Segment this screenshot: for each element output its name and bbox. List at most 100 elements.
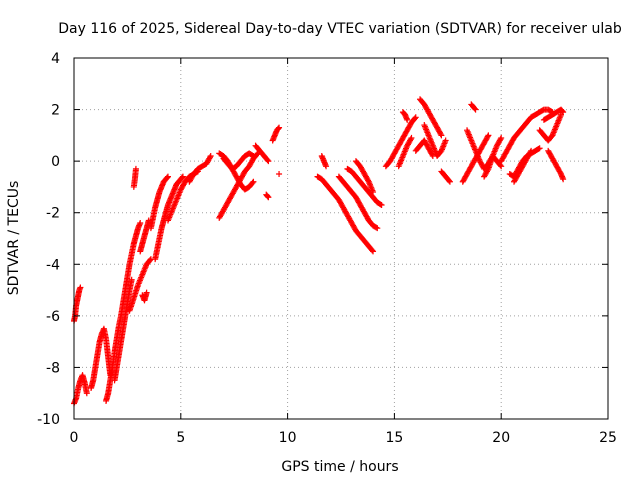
x-tick-label: 20 bbox=[492, 430, 510, 446]
series-arc-i5 bbox=[545, 147, 567, 183]
x-axis-label: GPS time / hours bbox=[281, 459, 398, 475]
data-point bbox=[276, 171, 283, 178]
data-point bbox=[249, 179, 256, 186]
data-point bbox=[83, 390, 90, 397]
data-point bbox=[275, 125, 282, 132]
data-point bbox=[472, 106, 479, 113]
y-tick-label: -2 bbox=[46, 206, 60, 222]
data-point bbox=[407, 136, 414, 143]
x-tick-label: 0 bbox=[70, 430, 79, 446]
data-point bbox=[206, 154, 213, 161]
series-arc-e7 bbox=[276, 171, 283, 178]
data-point bbox=[128, 276, 135, 283]
data-point bbox=[143, 289, 150, 296]
data-point bbox=[370, 248, 377, 255]
data-point bbox=[484, 133, 491, 140]
series-arc-g7 bbox=[438, 168, 453, 185]
data-point bbox=[164, 174, 171, 181]
data-point bbox=[498, 134, 505, 141]
data-point bbox=[249, 152, 256, 159]
x-tick-label: 5 bbox=[176, 430, 185, 446]
x-tick-label: 25 bbox=[599, 430, 617, 446]
data-point bbox=[370, 189, 377, 196]
data-point bbox=[442, 137, 449, 144]
series-arc-g2 bbox=[395, 134, 415, 170]
series-arc-i3 bbox=[511, 147, 535, 185]
data-point bbox=[164, 173, 171, 180]
data-point bbox=[527, 149, 534, 156]
data-point bbox=[265, 194, 272, 201]
data-point bbox=[497, 162, 504, 169]
y-tick-label: 4 bbox=[51, 51, 60, 67]
series-arc-g5 bbox=[421, 122, 449, 159]
series-arc-i1 bbox=[498, 106, 556, 165]
data-point bbox=[250, 178, 257, 185]
data-point bbox=[560, 176, 567, 183]
data-point bbox=[374, 225, 381, 232]
data-point bbox=[132, 165, 139, 172]
data-point bbox=[369, 247, 376, 254]
data-point bbox=[429, 151, 436, 158]
y-axis-ticks: -10 -8 -6 -4 -2 0 2 4 bbox=[37, 51, 608, 428]
series-arc-g4 bbox=[417, 96, 445, 139]
y-tick-label: -8 bbox=[46, 360, 60, 376]
data-point bbox=[147, 257, 154, 264]
series-arc-c1 bbox=[126, 256, 154, 314]
data-point bbox=[411, 115, 418, 122]
data-point bbox=[207, 152, 214, 159]
data-point bbox=[437, 131, 444, 138]
series-arc-e3 bbox=[220, 150, 257, 172]
data-points bbox=[71, 96, 567, 407]
x-axis-ticks: 0 5 10 15 20 25 bbox=[70, 58, 617, 446]
y-tick-label: -6 bbox=[46, 309, 60, 325]
data-point bbox=[485, 132, 492, 139]
series-arc-g3 bbox=[399, 109, 411, 123]
series-arc-c3 bbox=[137, 217, 152, 255]
data-point bbox=[446, 177, 453, 184]
series-arc-c4 bbox=[139, 289, 150, 304]
data-point bbox=[137, 220, 144, 227]
data-point bbox=[404, 116, 411, 123]
data-point bbox=[438, 132, 445, 139]
series-arc-c2 bbox=[130, 165, 139, 190]
data-point bbox=[408, 134, 415, 141]
data-point bbox=[559, 108, 566, 115]
data-point bbox=[446, 178, 453, 185]
grid-lines bbox=[74, 58, 608, 419]
series-arc-f2 bbox=[318, 152, 330, 170]
series-arc-b3 bbox=[111, 276, 135, 384]
data-point bbox=[264, 157, 271, 164]
series-arc-d1 bbox=[152, 173, 186, 263]
series-arc-i4 bbox=[536, 111, 565, 144]
data-point bbox=[412, 114, 419, 121]
x-tick-label: 10 bbox=[279, 430, 297, 446]
series-arc-d4 bbox=[186, 152, 214, 185]
data-point bbox=[179, 174, 186, 181]
data-point bbox=[377, 201, 384, 208]
x-tick-label: 15 bbox=[385, 430, 403, 446]
chart-title: Day 116 of 2025, Sidereal Day-to-day VTE… bbox=[58, 21, 622, 37]
y-tick-label: 0 bbox=[51, 154, 60, 170]
data-point bbox=[179, 173, 186, 180]
plot-frame bbox=[73, 57, 609, 420]
series-arc-e5 bbox=[263, 191, 272, 201]
data-point bbox=[528, 147, 535, 154]
series-arc-h3 bbox=[468, 101, 479, 113]
series-arc-f4 bbox=[344, 165, 385, 208]
data-point bbox=[365, 177, 372, 184]
data-point bbox=[471, 105, 478, 112]
series-arc-e6 bbox=[269, 124, 283, 144]
data-point bbox=[560, 109, 567, 116]
data-point bbox=[535, 145, 542, 152]
y-tick-label: -10 bbox=[37, 412, 60, 428]
data-point bbox=[378, 201, 385, 208]
data-point bbox=[429, 152, 436, 159]
series-arc-h4 bbox=[481, 134, 505, 180]
series-arc-f1 bbox=[314, 173, 377, 255]
series-arc-g1 bbox=[382, 114, 419, 170]
data-point bbox=[373, 224, 380, 231]
data-point bbox=[498, 163, 505, 170]
plot-border bbox=[73, 57, 609, 420]
series-arc-e1 bbox=[216, 150, 261, 221]
data-point bbox=[536, 145, 543, 152]
